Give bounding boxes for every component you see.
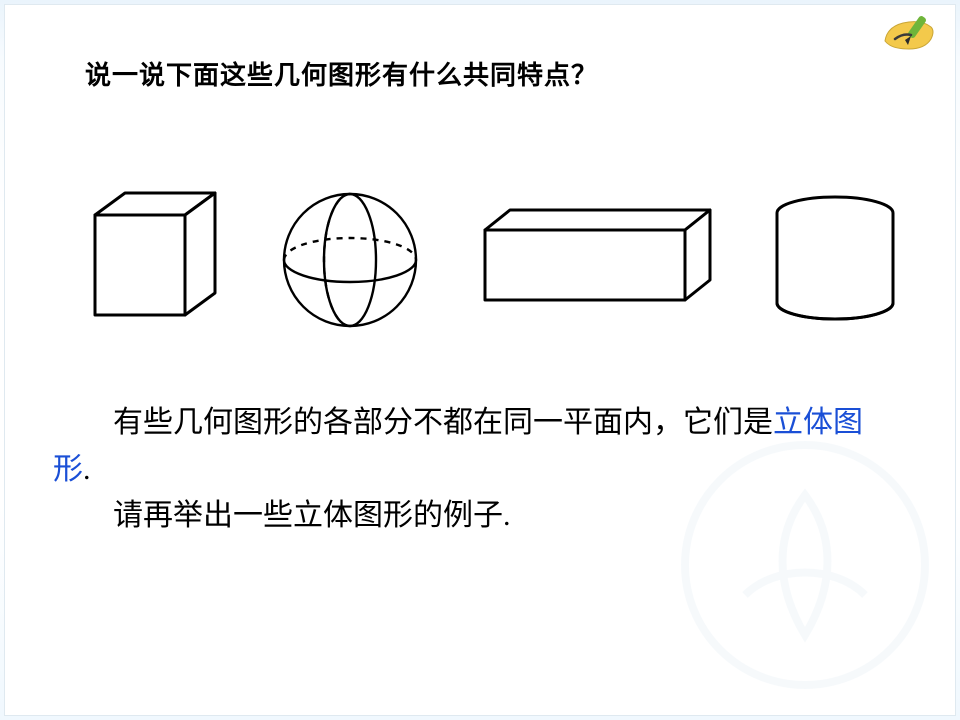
question-text: 说一说下面这些几何图形有什么共同特点？ — [85, 55, 598, 92]
shape-sphere — [265, 175, 435, 345]
shapes-row — [65, 175, 915, 345]
slide-frame: 说一说下面这些几何图形有什么共同特点？ — [4, 4, 956, 716]
shape-cuboid — [465, 195, 725, 325]
shape-cube — [65, 175, 235, 345]
explain-suffix: . — [83, 453, 91, 486]
app-logo — [881, 13, 937, 53]
explain-prefix: 有些几何图形的各部分不都在同一平面内，它们是 — [113, 406, 773, 439]
explanation-line-2: 请再举出一些立体图形的例子. — [53, 493, 895, 540]
explanation-block: 有些几何图形的各部分不都在同一平面内，它们是立体图形. 请再举出一些立体图形的例… — [53, 400, 895, 540]
explanation-line-1: 有些几何图形的各部分不都在同一平面内，它们是立体图形. — [53, 400, 895, 493]
shape-cylinder — [755, 185, 915, 335]
explain-part2: 请再举出一些立体图形的例子. — [113, 499, 511, 532]
